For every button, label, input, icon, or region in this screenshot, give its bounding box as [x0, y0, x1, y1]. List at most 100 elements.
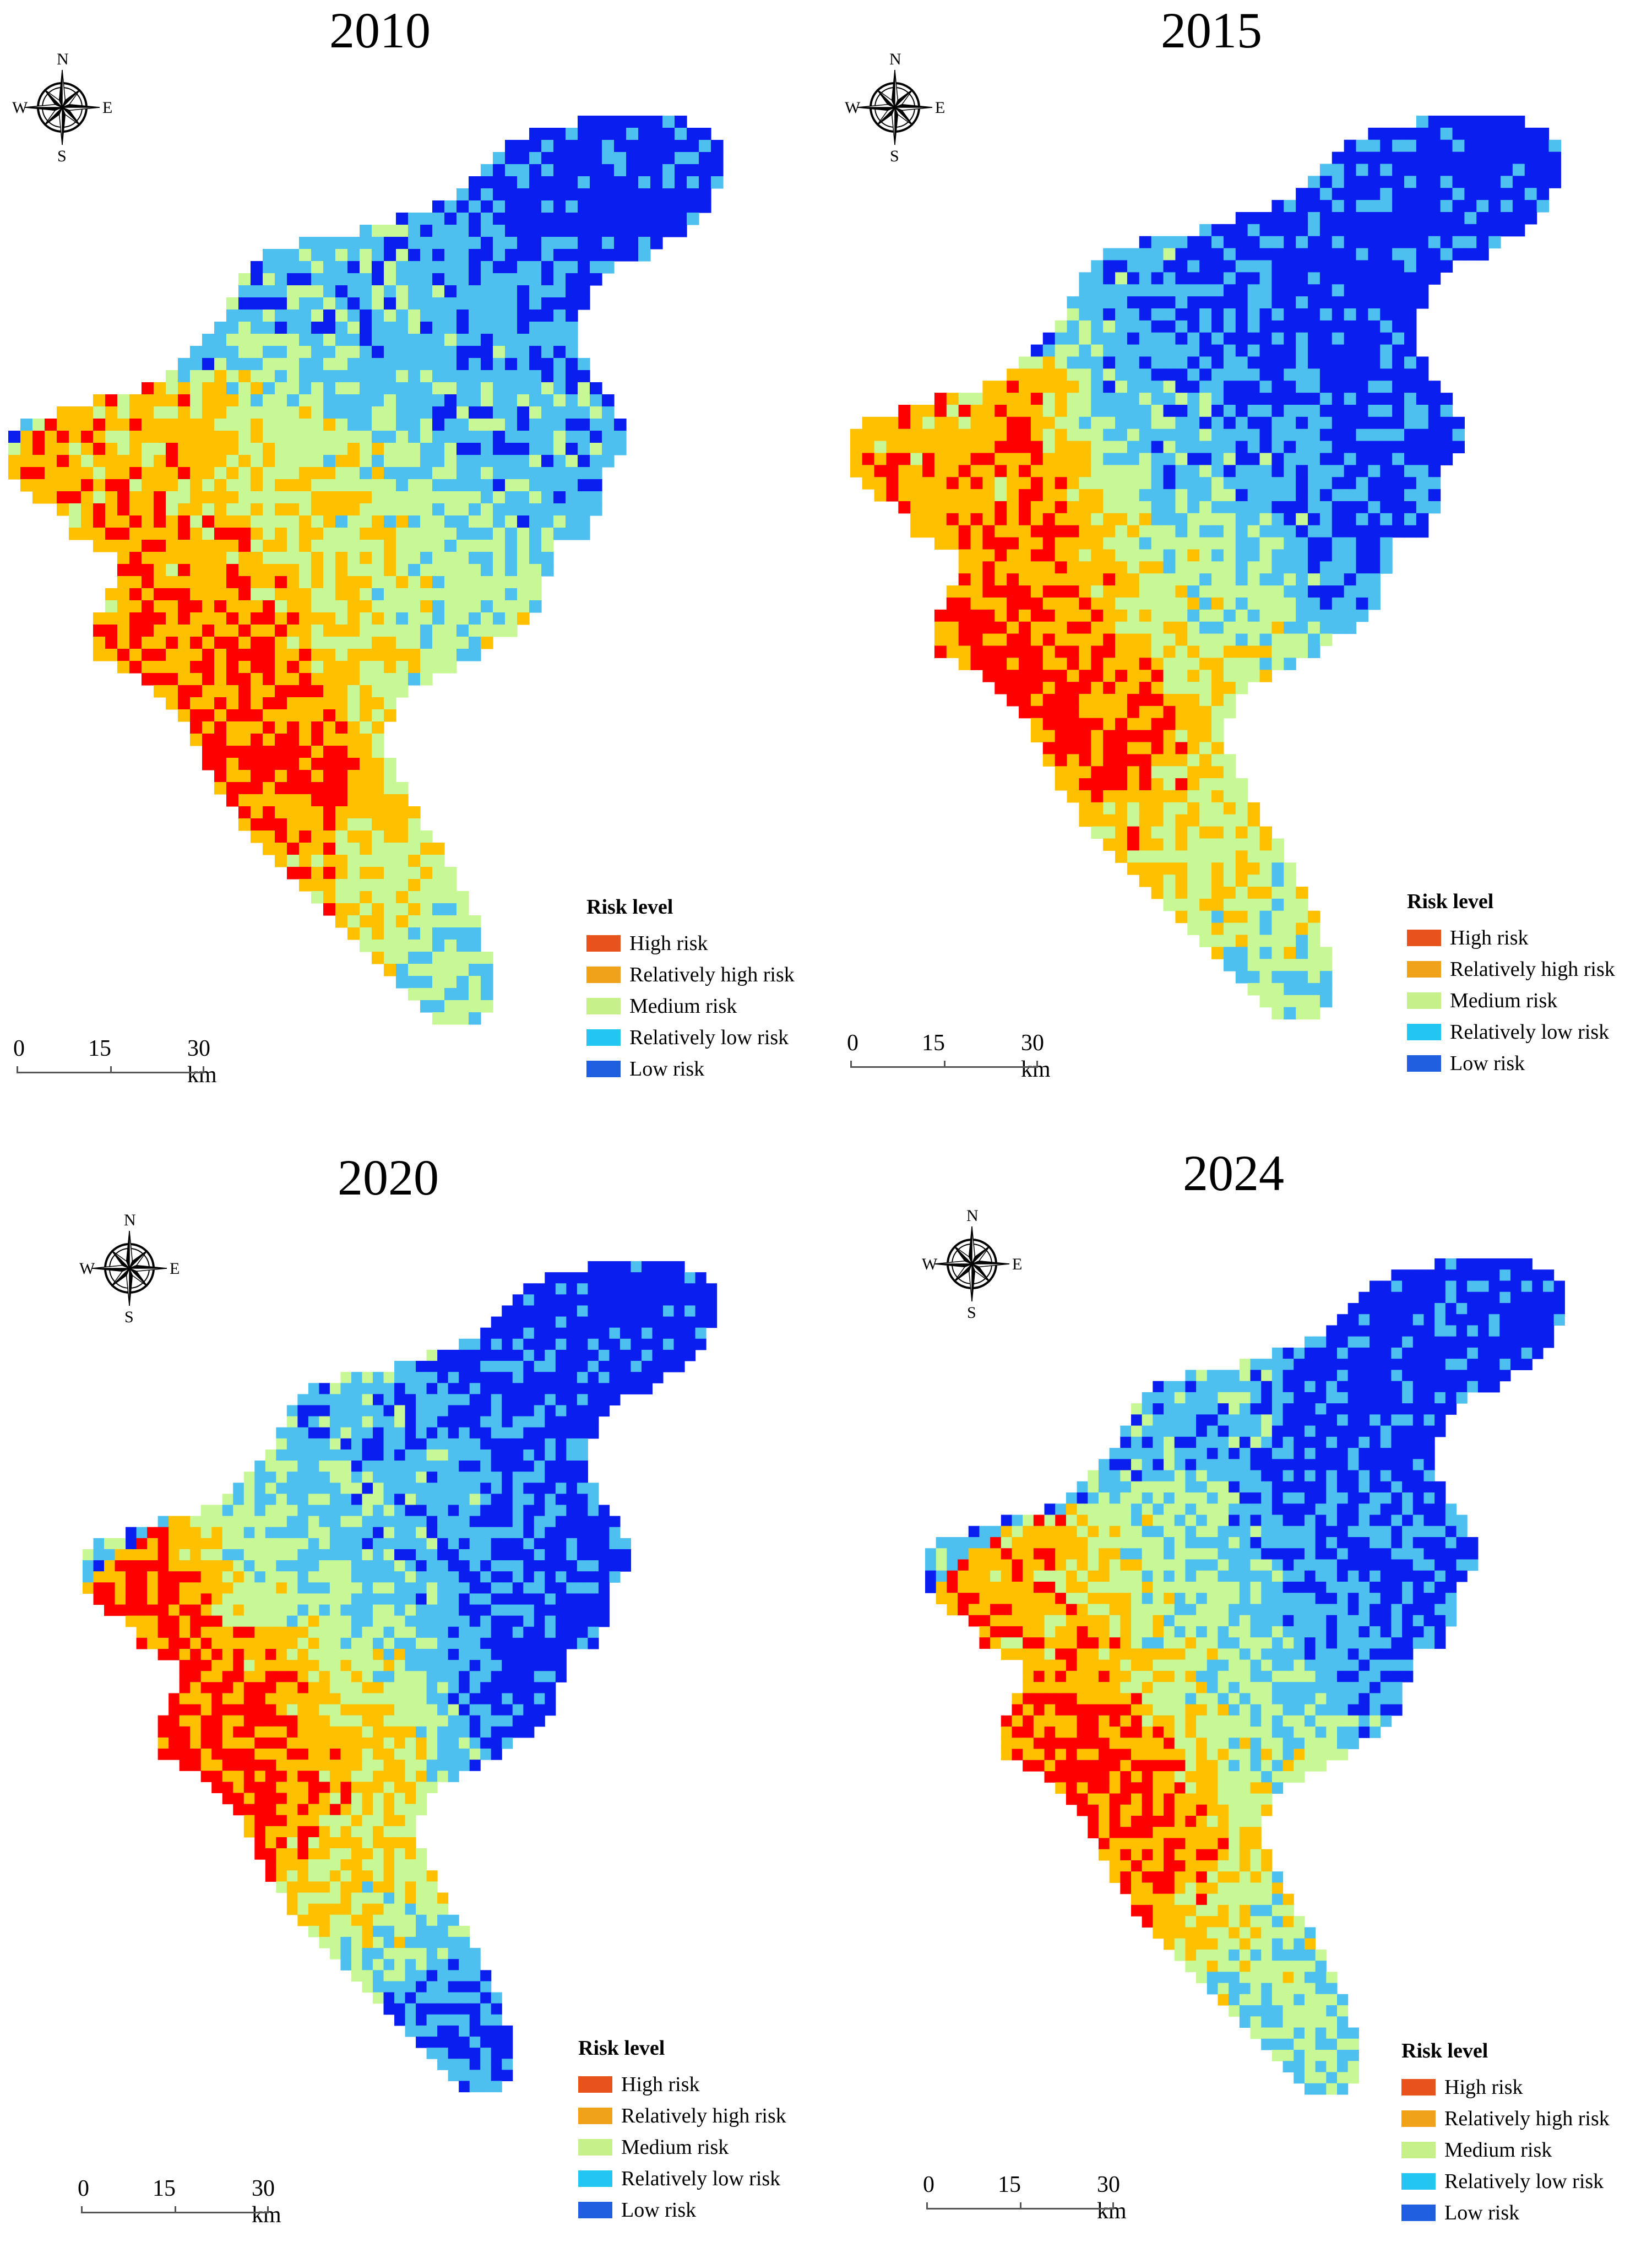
- compass-s-label: S: [967, 1304, 976, 1319]
- map-panel-2010: 2010 N S W E Risk level High risk Relatively …: [0, 0, 826, 1121]
- compass-w-label: W: [79, 1260, 95, 1278]
- legend-label: Relatively high risk: [629, 963, 795, 986]
- legend-swatch: [1401, 2173, 1436, 2190]
- risk-map: [925, 1258, 1565, 2095]
- legend-swatch: [586, 997, 621, 1014]
- legend-item: High risk: [1401, 2071, 1610, 2103]
- legend-item: Medium risk: [1401, 2134, 1610, 2165]
- map-legend: Risk level High risk Relatively high risk M…: [1401, 2040, 1610, 2228]
- legend-label: Relatively low risk: [1450, 1020, 1610, 1044]
- scale-tick: [1036, 1061, 1038, 1068]
- scale-tick: [944, 1061, 945, 1068]
- legend-item: Relatively low risk: [1407, 1016, 1615, 1047]
- panel-year-title: 2024: [1183, 1145, 1284, 1201]
- legend-title: Risk level: [1407, 890, 1494, 913]
- legend-label: High risk: [1444, 2075, 1523, 2099]
- legend-label: Medium risk: [1444, 2138, 1552, 2162]
- compass-n-label: N: [966, 1209, 979, 1225]
- legend-label: High risk: [621, 2072, 700, 2096]
- north-arrow-icon: N S W E: [12, 52, 112, 162]
- scale-label: 0: [923, 2172, 934, 2197]
- map-panel-2020: 2020 N S W E Risk level High risk Relatively …: [0, 1121, 826, 2242]
- legend-item: Low risk: [1407, 1047, 1615, 1079]
- north-arrow-icon: N S W E: [922, 1209, 1022, 1319]
- scale-label: 0: [78, 2176, 89, 2201]
- compass-w-label: W: [12, 99, 28, 117]
- legend-swatch: [1407, 992, 1441, 1009]
- legend-label: Relatively high risk: [1444, 2107, 1610, 2130]
- legend-title: Risk level: [1401, 2039, 1488, 2062]
- legend-label: Relatively high risk: [1450, 957, 1615, 981]
- legend-item: Relatively high risk: [1407, 953, 1615, 985]
- legend-label: Relatively low risk: [621, 2167, 781, 2190]
- legend-label: High risk: [1450, 926, 1529, 949]
- risk-map: [8, 116, 724, 1025]
- map-panel-2024: 2024 N S W E Risk level High risk Relatively …: [826, 1121, 1652, 2242]
- legend-label: Medium risk: [629, 994, 737, 1018]
- compass-s-label: S: [57, 147, 67, 162]
- scale-label: 0: [847, 1030, 858, 1056]
- north-arrow-icon: N S W E: [845, 52, 945, 162]
- scale-tick: [1020, 2202, 1021, 2210]
- compass-w-label: W: [845, 99, 861, 117]
- panel-year-title: 2015: [1161, 2, 1262, 58]
- compass-e-label: E: [935, 99, 945, 117]
- scale-tick: [1112, 2202, 1114, 2210]
- compass-e-label: E: [102, 99, 112, 117]
- legend-label: Relatively high risk: [621, 2104, 786, 2127]
- compass-e-label: E: [170, 1260, 180, 1278]
- legend-item: Low risk: [1401, 2197, 1610, 2228]
- scale-label: 15: [998, 2172, 1021, 2197]
- legend-label: Low risk: [629, 1057, 705, 1081]
- legend-label: Medium risk: [1450, 989, 1558, 1012]
- legend-title: Risk level: [586, 895, 673, 919]
- scale-tick: [17, 1066, 18, 1073]
- scale-tick: [81, 2206, 83, 2213]
- scale-tick: [926, 2202, 928, 2210]
- legend-item: Low risk: [578, 2194, 786, 2225]
- compass-w-label: W: [922, 1255, 938, 1273]
- legend-label: Low risk: [621, 2198, 697, 2222]
- legend-swatch: [1401, 2078, 1436, 2096]
- legend-label: Low risk: [1444, 2201, 1520, 2224]
- scale-tick: [850, 1061, 852, 1068]
- legend-swatch: [1407, 1023, 1441, 1040]
- scale-bar: 0 15 30 km: [923, 2172, 1134, 2224]
- legend-swatch: [578, 2076, 612, 2093]
- legend-swatch: [578, 2170, 612, 2187]
- scale-label: 15: [153, 2176, 176, 2201]
- legend-swatch: [1401, 2110, 1436, 2127]
- scale-tick: [110, 1066, 112, 1073]
- compass-n-label: N: [124, 1213, 136, 1229]
- legend-swatch: [578, 2107, 612, 2124]
- panel-year-title: 2020: [338, 1149, 439, 1206]
- legend-swatch: [1401, 2204, 1436, 2221]
- legend-item: Low risk: [586, 1053, 795, 1084]
- compass-s-label: S: [890, 147, 899, 162]
- legend-item: Relatively low risk: [586, 1022, 795, 1053]
- legend-item: Relatively low risk: [578, 2163, 786, 2194]
- legend-swatch: [1401, 2141, 1436, 2158]
- scale-label: 30 km: [1097, 2172, 1127, 2224]
- legend-item: High risk: [578, 2069, 786, 2100]
- scale-tick: [267, 2206, 269, 2213]
- legend-item: Medium risk: [578, 2131, 786, 2163]
- scale-label: 30 km: [252, 2176, 281, 2228]
- legend-item: High risk: [1407, 922, 1615, 953]
- legend-title: Risk level: [578, 2037, 665, 2060]
- legend-label: Medium risk: [621, 2135, 729, 2159]
- legend-item: High risk: [586, 927, 795, 959]
- north-arrow-icon: N S W E: [79, 1213, 180, 1323]
- panel-year-title: 2010: [329, 2, 431, 58]
- scale-bar: 0 15 30 km: [13, 1035, 225, 1088]
- legend-swatch: [1407, 929, 1441, 946]
- legend-swatch: [578, 2138, 612, 2156]
- scale-bar: 0 15 30 km: [78, 2175, 289, 2228]
- legend-item: Relatively low risk: [1401, 2165, 1610, 2197]
- legend-swatch: [1407, 1055, 1441, 1072]
- legend-swatch: [586, 966, 621, 983]
- legend-item: Relatively high risk: [586, 959, 795, 990]
- legend-swatch: [586, 1029, 621, 1046]
- legend-swatch: [1407, 960, 1441, 978]
- legend-swatch: [586, 1060, 621, 1077]
